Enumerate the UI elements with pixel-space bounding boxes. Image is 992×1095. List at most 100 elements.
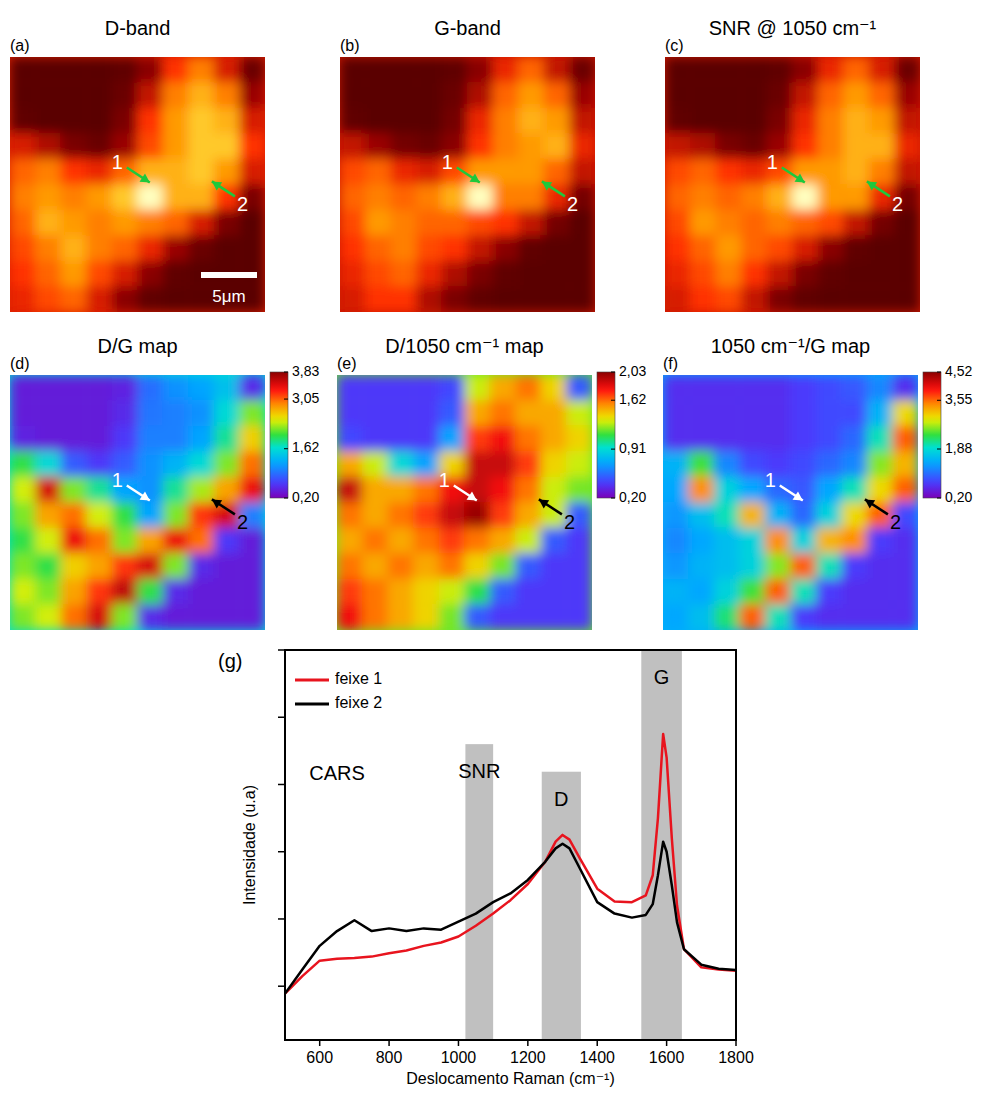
y-tick bbox=[278, 784, 285, 786]
heatmap-cell bbox=[239, 553, 265, 579]
heatmap-cell bbox=[739, 375, 765, 401]
heatmap-cell bbox=[391, 82, 417, 108]
legend-label: feixe 1 bbox=[335, 670, 382, 687]
heatmap-cell bbox=[163, 235, 189, 261]
heatmap-cell bbox=[741, 57, 767, 83]
heatmap-cell bbox=[869, 235, 895, 261]
heatmap-cell bbox=[894, 133, 920, 159]
heatmap-cell bbox=[894, 108, 920, 134]
heatmap-cell bbox=[818, 57, 844, 83]
heatmap-cell bbox=[214, 426, 240, 452]
heatmap-cell bbox=[515, 579, 541, 605]
heatmap-cell bbox=[35, 235, 61, 261]
heatmap-cell bbox=[767, 286, 793, 312]
marker: 2 bbox=[865, 499, 901, 533]
heatmap-cell bbox=[816, 528, 842, 554]
heatmap-cell bbox=[818, 286, 844, 312]
heatmap-cell bbox=[690, 184, 716, 210]
marker-label: 1 bbox=[765, 469, 776, 491]
panel: G-band(b)12 bbox=[340, 17, 596, 312]
heatmap-cell bbox=[10, 426, 36, 452]
heatmap-cell bbox=[137, 261, 163, 287]
heatmap-cell bbox=[869, 133, 895, 159]
heatmap-cell bbox=[61, 400, 87, 426]
heatmap-cell bbox=[665, 57, 691, 83]
marker-label: 2 bbox=[564, 511, 575, 533]
heatmap-cell bbox=[816, 426, 842, 452]
heatmap-cell bbox=[792, 286, 818, 312]
heatmap-cell bbox=[818, 108, 844, 134]
arrow-head bbox=[212, 181, 222, 190]
heatmap-cell bbox=[869, 261, 895, 287]
heatmap-cell bbox=[665, 159, 691, 185]
heatmap-cell bbox=[569, 159, 595, 185]
panel-title: D-band bbox=[105, 17, 171, 39]
heatmap-cell bbox=[816, 604, 842, 630]
heatmap-cell bbox=[716, 82, 742, 108]
heatmap-cell bbox=[188, 159, 214, 185]
heatmap-cell bbox=[214, 528, 240, 554]
heatmap-cell bbox=[35, 400, 61, 426]
heatmap-cell bbox=[663, 553, 689, 579]
heatmap-cell bbox=[442, 82, 468, 108]
heatmap-cell bbox=[362, 375, 388, 401]
heatmap-cell bbox=[163, 426, 189, 452]
heatmap-cell bbox=[688, 400, 714, 426]
heatmap-cell bbox=[490, 604, 516, 630]
heatmap-cell bbox=[665, 235, 691, 261]
heatmap-cell bbox=[816, 375, 842, 401]
heatmap-cell bbox=[467, 261, 493, 287]
heatmap-cell bbox=[541, 604, 567, 630]
heatmap-cell bbox=[490, 528, 516, 554]
heatmap-cell bbox=[388, 553, 414, 579]
heatmap-cell bbox=[541, 375, 567, 401]
colorbar-label: 2,03 bbox=[619, 363, 646, 379]
heatmap-cell bbox=[439, 553, 465, 579]
heatmap-cell bbox=[137, 108, 163, 134]
heatmap-cell bbox=[467, 133, 493, 159]
heatmap-cell bbox=[86, 528, 112, 554]
heatmap-cell bbox=[544, 133, 570, 159]
heatmap-cell bbox=[566, 579, 592, 605]
heatmap-cell bbox=[843, 108, 869, 134]
heatmap-cell bbox=[388, 579, 414, 605]
colorbar-label: 3,05 bbox=[292, 390, 319, 406]
heatmap-cell bbox=[739, 426, 765, 452]
heatmap-cell bbox=[843, 57, 869, 83]
band bbox=[465, 744, 493, 1040]
panel: D-band(a)125μm bbox=[10, 17, 266, 312]
heatmap-cell bbox=[843, 133, 869, 159]
heatmap-cell bbox=[467, 210, 493, 236]
y-tick bbox=[278, 985, 285, 987]
heatmap-cell bbox=[741, 82, 767, 108]
x-tick-label: 1200 bbox=[510, 1049, 546, 1066]
heatmap-cell bbox=[214, 400, 240, 426]
heatmap-cell bbox=[792, 235, 818, 261]
heatmap-cell bbox=[841, 502, 867, 528]
heatmap-cell bbox=[10, 375, 36, 401]
heatmap-cell bbox=[894, 261, 920, 287]
heatmap-cell bbox=[188, 57, 214, 83]
heatmap-cell bbox=[714, 553, 740, 579]
heatmap-cell bbox=[388, 604, 414, 630]
heatmap-cell bbox=[566, 400, 592, 426]
heatmap-cell bbox=[337, 528, 363, 554]
heatmap-cell bbox=[569, 82, 595, 108]
heatmap-cell bbox=[515, 528, 541, 554]
heatmap-cell bbox=[86, 375, 112, 401]
heatmap-cell bbox=[867, 579, 893, 605]
heatmap-cell bbox=[841, 528, 867, 554]
heatmap-cell bbox=[86, 553, 112, 579]
heatmap-cell bbox=[541, 477, 567, 503]
heatmap-cell bbox=[86, 400, 112, 426]
heatmap-cell bbox=[35, 159, 61, 185]
arrow-head bbox=[542, 181, 552, 190]
marker: 1 bbox=[767, 151, 805, 183]
heatmap-cell bbox=[690, 286, 716, 312]
heatmap-cell bbox=[365, 210, 391, 236]
heatmap-ground bbox=[337, 375, 592, 630]
y-tick bbox=[278, 851, 285, 853]
heatmap-cell bbox=[741, 159, 767, 185]
marker: 1 bbox=[112, 151, 150, 183]
heatmap-cell bbox=[663, 528, 689, 554]
